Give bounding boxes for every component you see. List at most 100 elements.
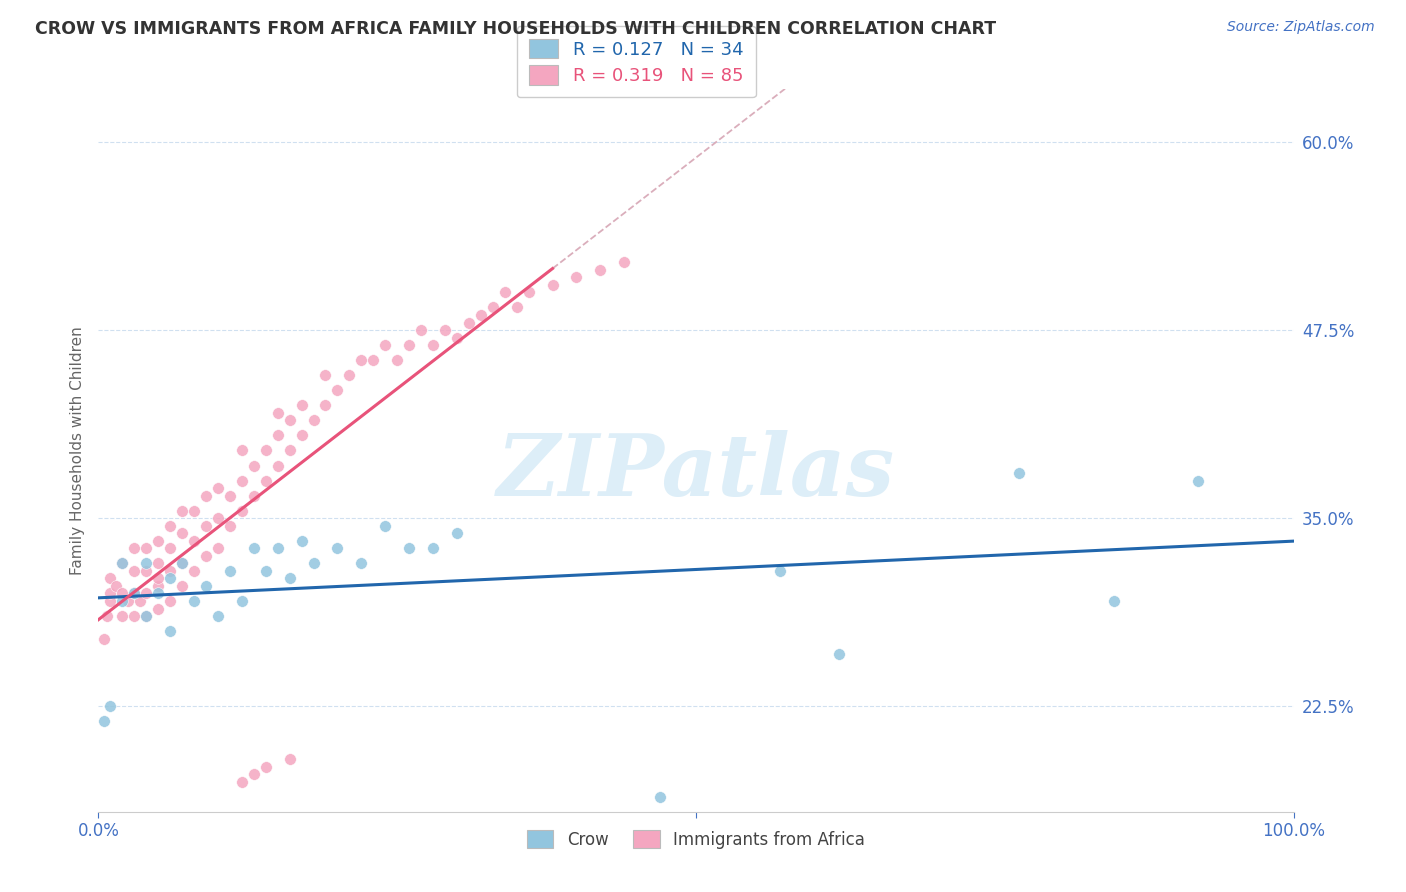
Point — [135, 557, 157, 571]
Point — [291, 398, 314, 412]
Point — [124, 564, 146, 578]
Point — [117, 594, 139, 608]
Point — [517, 285, 540, 300]
Point — [565, 270, 588, 285]
Point — [291, 533, 314, 548]
Point — [446, 526, 468, 541]
Point — [302, 413, 325, 427]
Point — [172, 526, 194, 541]
Point — [124, 541, 146, 556]
Point — [374, 518, 396, 533]
Y-axis label: Family Households with Children: Family Households with Children — [69, 326, 84, 574]
Point — [363, 353, 385, 368]
Point — [148, 571, 170, 585]
Point — [291, 428, 314, 442]
Point — [207, 609, 229, 624]
Point — [278, 752, 301, 766]
Point — [267, 541, 290, 556]
Point — [135, 609, 157, 624]
Point — [374, 338, 396, 352]
Point — [1104, 594, 1126, 608]
Point — [339, 368, 361, 383]
Point — [422, 541, 444, 556]
Point — [541, 277, 564, 292]
Point — [159, 594, 181, 608]
Point — [172, 503, 194, 517]
Point — [648, 789, 672, 804]
Point — [422, 338, 444, 352]
Point — [231, 474, 253, 488]
Point — [231, 443, 253, 458]
Point — [589, 262, 612, 277]
Point — [398, 541, 420, 556]
Point — [98, 571, 122, 585]
Point — [93, 714, 115, 729]
Point — [207, 481, 229, 495]
Point — [613, 255, 636, 269]
Point — [159, 518, 181, 533]
Point — [315, 368, 337, 383]
Point — [254, 443, 277, 458]
Point — [124, 586, 146, 600]
Point — [231, 594, 253, 608]
Point — [385, 353, 409, 368]
Point — [195, 579, 218, 593]
Point — [350, 353, 373, 368]
Point — [254, 474, 277, 488]
Point — [148, 601, 170, 615]
Text: Source: ZipAtlas.com: Source: ZipAtlas.com — [1227, 20, 1375, 34]
Point — [267, 406, 290, 420]
Point — [129, 594, 152, 608]
Legend: Crow, Immigrants from Africa: Crow, Immigrants from Africa — [520, 823, 872, 855]
Point — [148, 533, 170, 548]
Point — [219, 518, 242, 533]
Point — [267, 428, 290, 442]
Point — [243, 767, 266, 781]
Point — [135, 564, 157, 578]
Point — [148, 586, 170, 600]
Point — [506, 301, 529, 315]
Point — [231, 774, 253, 789]
Point — [105, 579, 128, 593]
Point — [183, 564, 205, 578]
Point — [183, 533, 205, 548]
Point — [195, 518, 218, 533]
Point — [96, 609, 118, 624]
Point — [98, 586, 122, 600]
Point — [159, 571, 181, 585]
Point — [124, 609, 146, 624]
Point — [350, 557, 373, 571]
Point — [398, 338, 420, 352]
Point — [111, 594, 134, 608]
Point — [243, 541, 266, 556]
Point — [111, 557, 134, 571]
Point — [411, 323, 433, 337]
Point — [148, 579, 170, 593]
Point — [267, 458, 290, 473]
Point — [326, 541, 349, 556]
Point — [195, 489, 218, 503]
Point — [278, 571, 301, 585]
Point — [231, 503, 253, 517]
Point — [828, 647, 851, 661]
Point — [98, 594, 122, 608]
Point — [98, 699, 122, 714]
Point — [183, 503, 205, 517]
Point — [172, 579, 194, 593]
Point — [111, 586, 134, 600]
Point — [93, 632, 115, 646]
Point — [207, 541, 229, 556]
Text: CROW VS IMMIGRANTS FROM AFRICA FAMILY HOUSEHOLDS WITH CHILDREN CORRELATION CHART: CROW VS IMMIGRANTS FROM AFRICA FAMILY HO… — [35, 20, 997, 37]
Point — [768, 564, 790, 578]
Point — [1008, 466, 1031, 480]
Point — [254, 564, 277, 578]
Point — [243, 489, 266, 503]
Point — [135, 609, 157, 624]
Point — [278, 443, 301, 458]
Point — [278, 413, 301, 427]
Point — [172, 557, 194, 571]
Point — [207, 511, 229, 525]
Point — [195, 549, 218, 563]
Point — [135, 586, 157, 600]
Point — [159, 564, 181, 578]
